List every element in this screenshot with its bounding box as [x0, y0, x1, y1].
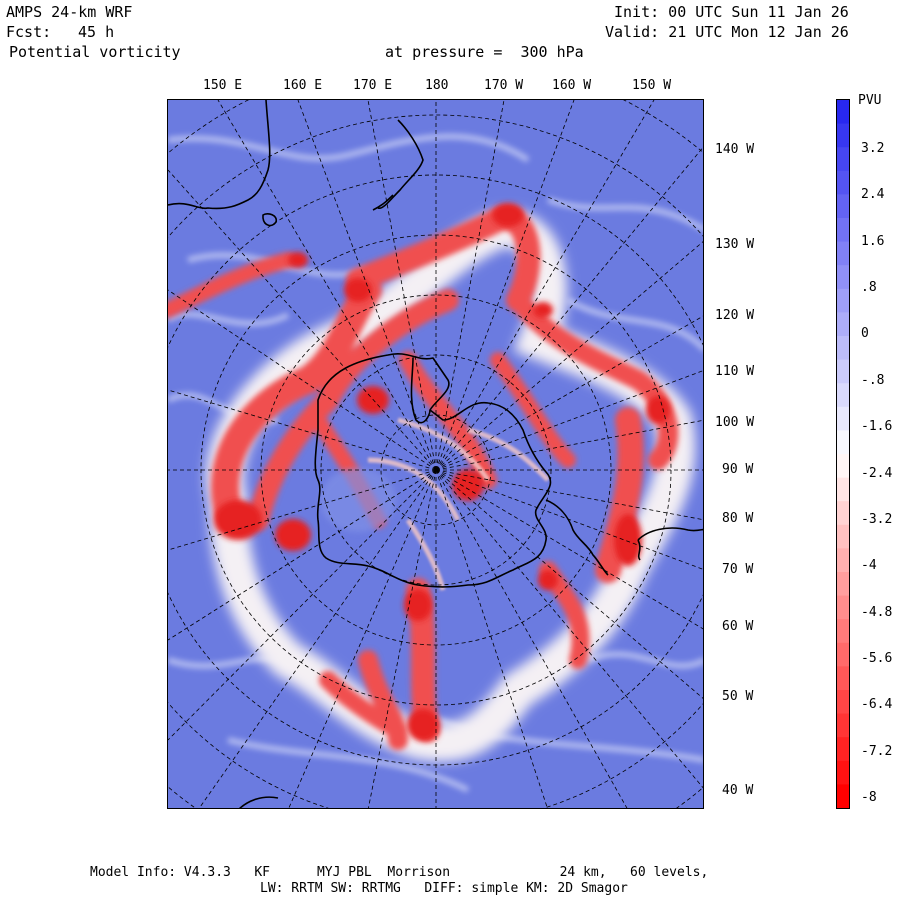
meridian-label: 120 W [715, 308, 755, 323]
colorbar-label: -2.4 [861, 465, 893, 481]
ross-ice-shelf-edge [410, 357, 431, 424]
colorbar-swatch [837, 218, 849, 243]
colorbar-swatch [837, 383, 849, 408]
colorbar-swatch [837, 737, 849, 762]
init-time: Init: 00 UTC Sun 11 Jan 26 [614, 3, 849, 21]
colorbar-swatch [837, 359, 849, 384]
forecast-label: Fcst: [6, 23, 52, 41]
antarctica-coastline [314, 353, 552, 588]
meridian-label: 80 W [722, 511, 754, 526]
colorbar-swatch [837, 477, 849, 502]
colorbar-swatch [837, 713, 849, 738]
meridian-label: 40 W [722, 783, 754, 798]
lon-label: 180 [425, 78, 449, 93]
colorbar-label: -6.4 [861, 697, 893, 713]
colorbar-swatch [837, 430, 849, 455]
pv-polar-blue-core [320, 468, 396, 532]
colorbar-label: -7.2 [861, 743, 893, 759]
colorbar-label: -4 [861, 558, 877, 574]
colorbar-label: -8 [861, 790, 877, 805]
meridian-label: 60 W [722, 619, 754, 634]
meridian-label: 90 W [722, 462, 754, 477]
colorbar-label: -5.6 [861, 650, 893, 666]
meridian-label: 140 W [715, 142, 755, 157]
colorbar-swatch [837, 619, 849, 644]
potential-vorticity-map [167, 99, 704, 809]
meridian-label: 70 W [722, 562, 754, 577]
colorbar-swatch [837, 123, 849, 148]
colorbar-swatch [837, 524, 849, 549]
colorbar-swatch [837, 194, 849, 219]
colorbar-swatch [837, 170, 849, 195]
colorbar-swatch [837, 642, 849, 667]
lon-label: 170 W [484, 78, 524, 93]
graticule [168, 100, 703, 808]
south-america-coastline [637, 527, 703, 561]
colorbar-label: .8 [861, 280, 877, 296]
meridian-label: 130 W [715, 237, 755, 252]
lon-label: 150 E [203, 78, 243, 93]
valid-time: Valid: 21 UTC Mon 12 Jan 26 [605, 23, 849, 41]
field-name: Potential vorticity [9, 43, 181, 61]
colorbar-label: -.8 [861, 372, 885, 388]
antarctic-peninsula-coastline [545, 499, 609, 576]
model-title: AMPS 24-km WRF [6, 3, 133, 21]
model-info-line-1: Model Info: V4.3.3 KF MYJ PBL Morrison 2… [90, 865, 709, 880]
colorbar-swatch [837, 572, 849, 597]
colorbar-swatch [837, 595, 849, 620]
colorbar-swatch [837, 336, 849, 361]
lon-label: 160 W [552, 78, 592, 93]
map-canvas [168, 100, 703, 808]
lon-label: 160 E [283, 78, 323, 93]
colorbar-swatch [837, 147, 849, 172]
pv-colorbar [836, 99, 850, 809]
colorbar-swatches [837, 100, 849, 809]
colorbar-swatch [837, 265, 849, 290]
colorbar-swatch [837, 288, 849, 313]
level-text: at pressure = 300 hPa [385, 43, 584, 61]
lon-label: 150 W [632, 78, 672, 93]
lon-label: 170 E [353, 78, 393, 93]
colorbar-swatch [837, 501, 849, 526]
colorbar-unit: PVU [858, 93, 882, 108]
pv-negative-cores [214, 203, 670, 741]
colorbar-label: -3.2 [861, 511, 893, 527]
colorbar-swatch [837, 406, 849, 431]
colorbar-label: 0 [861, 326, 869, 342]
meridian-label: 100 W [715, 415, 755, 430]
colorbar-label: -4.8 [861, 604, 893, 620]
pv-background [168, 100, 703, 808]
colorbar-swatch [837, 760, 849, 785]
colorbar-swatch [837, 666, 849, 691]
colorbar-swatch [837, 312, 849, 337]
colorbar-label: -1.6 [861, 419, 893, 435]
africa-tip-coastline [239, 796, 279, 808]
model-info-line-2: LW: RRTM SW: RRTMG DIFF: simple KM: 2D S… [260, 881, 628, 896]
colorbar-swatch [837, 100, 849, 125]
coastlines [168, 100, 703, 808]
colorbar-swatch [837, 784, 849, 809]
new-zealand-coastline [372, 119, 424, 211]
colorbar-swatch [837, 241, 849, 266]
colorbar-label: 2.4 [861, 187, 885, 203]
meridian-label: 50 W [722, 689, 754, 704]
colorbar-swatch [837, 690, 849, 715]
colorbar-swatch [837, 548, 849, 573]
meridian-label: 110 W [715, 364, 755, 379]
tasmania-coastline [262, 213, 278, 227]
colorbar-label: 3.2 [861, 141, 885, 156]
forecast-value: 45 h [78, 23, 115, 41]
australia-coastline [168, 100, 271, 210]
colorbar-label: 1.6 [861, 233, 885, 249]
colorbar-swatch [837, 454, 849, 479]
